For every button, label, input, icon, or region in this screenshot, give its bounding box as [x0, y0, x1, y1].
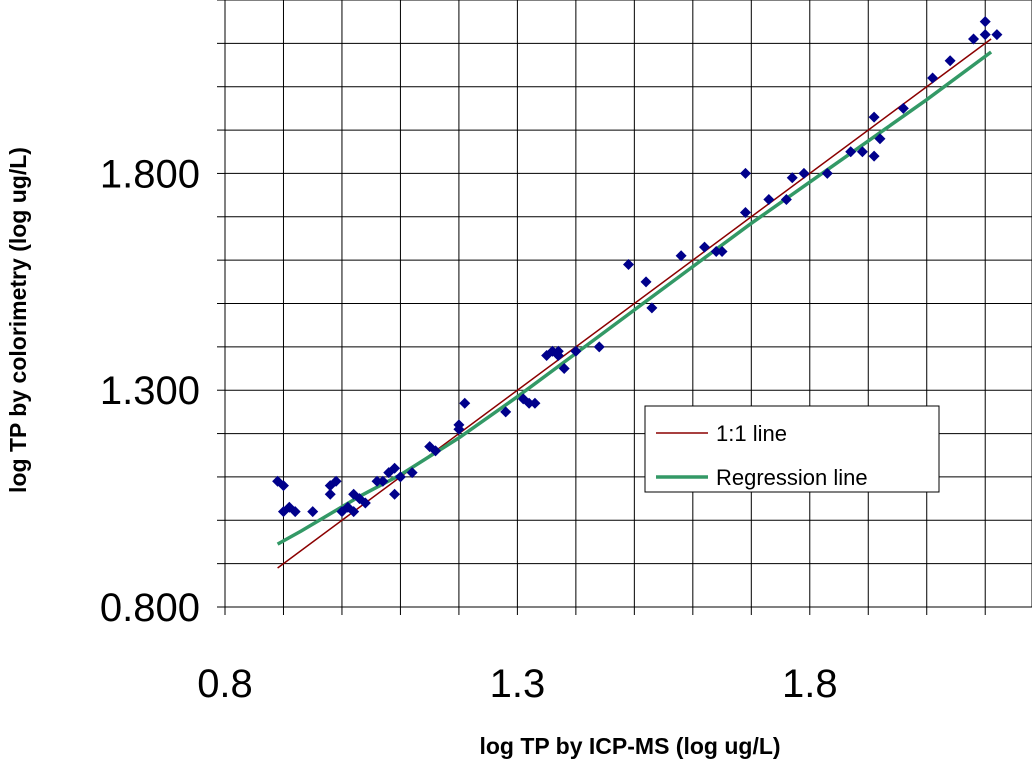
data-point [716, 245, 728, 257]
gridlines [225, 0, 1032, 607]
x-tick-label: 1.3 [490, 662, 546, 706]
data-point [739, 167, 751, 179]
data-point [874, 133, 886, 145]
x-axis-title: log TP by ICP-MS (log ug/L) [479, 733, 780, 759]
data-point [453, 419, 465, 431]
legend-label-1to1: 1:1 line [716, 421, 787, 446]
data-point [780, 193, 792, 205]
data-point [348, 506, 360, 518]
series-layer [272, 16, 1003, 569]
data-point [968, 33, 980, 45]
data-point [699, 241, 711, 253]
y-tick-label: 0.800 [100, 586, 200, 630]
data-point [430, 445, 442, 457]
data-point [394, 471, 406, 483]
data-point [389, 462, 401, 474]
y-axis-tick-labels: 0.800 1.300 1.800 [100, 152, 200, 630]
data-point [868, 150, 880, 162]
axis-ticks [217, 0, 986, 615]
data-point [324, 488, 336, 500]
data-point [371, 475, 383, 487]
data-point [944, 55, 956, 67]
data-point [277, 480, 289, 492]
x-axis-tick-labels: 0.8 1.3 1.8 [197, 662, 837, 706]
data-point [570, 345, 582, 357]
data-point [798, 167, 810, 179]
x-tick-label: 0.8 [197, 662, 253, 706]
data-point [307, 506, 319, 518]
x-tick-label: 1.8 [782, 662, 838, 706]
data-point [710, 245, 722, 257]
data-point [979, 29, 991, 41]
data-point [646, 302, 658, 314]
data-point [558, 363, 570, 375]
data-point [377, 475, 389, 487]
data-point [845, 146, 857, 158]
data-point [459, 397, 471, 409]
data-point [979, 16, 991, 28]
data-point [868, 111, 880, 123]
data-point [927, 72, 939, 84]
data-points [272, 16, 1003, 518]
data-point [406, 467, 418, 479]
data-point [593, 341, 605, 353]
legend-label-regression: Regression line [716, 465, 868, 490]
data-point [675, 250, 687, 262]
y-tick-label: 1.800 [100, 152, 200, 196]
data-point [897, 102, 909, 114]
data-point [330, 475, 342, 487]
legend: 1:1 line Regression line [644, 405, 940, 493]
y-axis-title: log TP by colorimetry (log ug/L) [5, 147, 31, 493]
data-point [500, 406, 512, 418]
data-point [786, 172, 798, 184]
data-point [523, 397, 535, 409]
data-point [763, 193, 775, 205]
data-point [623, 258, 634, 270]
data-point [359, 497, 371, 509]
one-to-one-line [277, 38, 992, 569]
data-point [856, 146, 868, 158]
data-point [991, 29, 1003, 41]
data-point [529, 397, 541, 409]
data-point [289, 506, 301, 518]
data-point [389, 488, 401, 500]
data-point [821, 167, 833, 179]
y-tick-label: 1.300 [100, 369, 200, 413]
data-point [640, 276, 652, 288]
data-point [739, 206, 751, 218]
data-point [552, 345, 564, 357]
